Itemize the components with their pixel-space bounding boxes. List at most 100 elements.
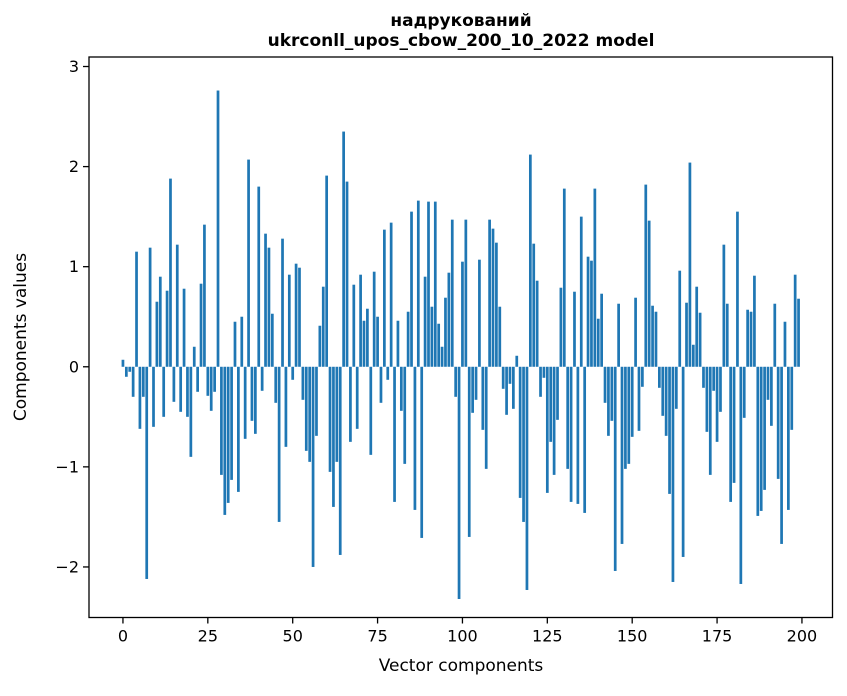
bar bbox=[270, 313, 274, 367]
bar bbox=[787, 366, 790, 510]
bar bbox=[148, 247, 152, 367]
bar bbox=[158, 276, 162, 367]
bar bbox=[763, 366, 766, 490]
bar bbox=[658, 366, 661, 388]
bar bbox=[226, 366, 230, 503]
bar bbox=[152, 366, 155, 427]
bar bbox=[725, 303, 729, 367]
bar bbox=[512, 366, 515, 409]
bar bbox=[420, 366, 424, 538]
bar bbox=[169, 178, 172, 367]
bar bbox=[552, 366, 556, 475]
bar bbox=[685, 302, 688, 367]
bar bbox=[121, 359, 125, 367]
bar bbox=[386, 366, 390, 380]
bar bbox=[403, 366, 407, 464]
bar bbox=[569, 366, 573, 502]
bar bbox=[345, 181, 349, 367]
bar bbox=[583, 366, 587, 513]
bar bbox=[549, 366, 553, 442]
bar bbox=[539, 366, 542, 397]
bar bbox=[243, 366, 247, 439]
bar bbox=[362, 320, 366, 367]
bar bbox=[440, 346, 444, 367]
bar bbox=[719, 366, 722, 412]
bar bbox=[342, 131, 345, 367]
bar bbox=[416, 200, 420, 367]
bar bbox=[566, 366, 570, 469]
bar bbox=[264, 233, 267, 367]
bar bbox=[712, 366, 716, 391]
bar bbox=[742, 366, 746, 418]
bar bbox=[267, 247, 271, 367]
bar bbox=[464, 219, 468, 367]
bar bbox=[732, 366, 736, 483]
bar bbox=[389, 222, 393, 367]
bar bbox=[634, 297, 637, 367]
bar bbox=[233, 321, 237, 367]
bar bbox=[674, 366, 678, 409]
bar bbox=[681, 366, 685, 557]
bar bbox=[481, 366, 485, 430]
bar bbox=[478, 259, 481, 367]
bar bbox=[637, 366, 641, 431]
bar bbox=[325, 175, 329, 367]
bar bbox=[196, 366, 199, 392]
bar bbox=[376, 316, 379, 367]
bar bbox=[298, 267, 301, 367]
bar bbox=[352, 284, 356, 367]
bar bbox=[396, 320, 400, 367]
bar bbox=[535, 280, 539, 367]
y-tick-label: 2 bbox=[69, 157, 79, 176]
x-tick-label: 75 bbox=[367, 627, 387, 646]
bar bbox=[332, 366, 335, 507]
bar bbox=[797, 298, 800, 367]
bar bbox=[668, 366, 671, 494]
bar bbox=[484, 366, 488, 469]
bar bbox=[736, 211, 739, 367]
plot-border bbox=[88, 56, 834, 619]
bar bbox=[274, 366, 278, 403]
y-axis-label: Components values bbox=[11, 252, 31, 422]
bar bbox=[203, 224, 206, 367]
bar bbox=[128, 366, 132, 372]
bar bbox=[688, 162, 692, 367]
bar bbox=[454, 366, 458, 397]
bar bbox=[753, 275, 756, 367]
bar bbox=[491, 228, 495, 367]
bar bbox=[199, 283, 203, 367]
bar bbox=[165, 290, 169, 367]
bar bbox=[287, 274, 291, 367]
bar bbox=[250, 366, 254, 421]
bar bbox=[705, 366, 709, 432]
bar bbox=[756, 366, 760, 516]
bar bbox=[175, 244, 179, 367]
bar bbox=[216, 90, 220, 367]
bar bbox=[722, 244, 726, 367]
bar bbox=[427, 201, 430, 367]
bar bbox=[508, 366, 512, 384]
bar bbox=[600, 293, 603, 367]
x-tick-label: 0 bbox=[118, 627, 128, 646]
bar bbox=[644, 184, 648, 367]
bar bbox=[542, 366, 546, 378]
bar bbox=[593, 188, 597, 367]
bar bbox=[437, 323, 441, 367]
bar bbox=[192, 346, 196, 367]
y-tick-label: 0 bbox=[69, 357, 79, 376]
bar bbox=[349, 366, 352, 442]
bar bbox=[311, 366, 315, 567]
bar bbox=[366, 308, 369, 367]
bar bbox=[770, 366, 773, 426]
y-tick-label: 1 bbox=[69, 257, 79, 276]
bar bbox=[603, 366, 607, 403]
bar bbox=[145, 366, 149, 579]
bar bbox=[607, 366, 610, 436]
bar bbox=[172, 366, 176, 402]
bar bbox=[338, 366, 342, 555]
bar bbox=[746, 309, 749, 367]
bar bbox=[576, 366, 580, 504]
bar bbox=[318, 325, 322, 367]
bar bbox=[471, 366, 474, 413]
